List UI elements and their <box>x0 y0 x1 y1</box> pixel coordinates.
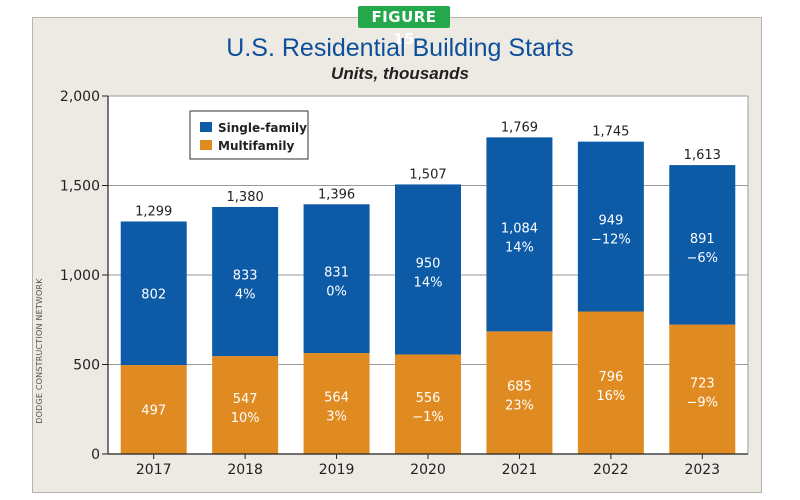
x-tick-label: 2020 <box>410 462 446 478</box>
multifamily-value-label: 547 <box>233 392 258 407</box>
multifamily-change-label: −1% <box>412 410 444 425</box>
data-labels: 1,299 497 802 1,380 547 10% 833 4% 1,396 564 3% 831… <box>135 120 721 426</box>
bar-multifamily <box>486 331 553 454</box>
x-tick-label: 2017 <box>136 462 172 478</box>
single-family-value-label: 1,084 <box>501 221 538 236</box>
single-family-value-label: 949 <box>598 214 623 229</box>
multifamily-change-label: 10% <box>231 411 260 426</box>
single-family-change-label: 14% <box>505 240 534 255</box>
bar-multifamily <box>395 354 461 454</box>
legend-swatch-multifamily <box>200 140 212 150</box>
multifamily-change-label: 3% <box>326 410 347 425</box>
single-family-change-label: −6% <box>687 251 719 266</box>
multifamily-change-label: 16% <box>596 389 625 404</box>
y-tick-label: 500 <box>73 358 100 374</box>
single-family-change-label: −12% <box>591 233 631 248</box>
y-tick-label: 0 <box>91 447 100 463</box>
single-family-value-label: 831 <box>324 266 349 281</box>
bar-single-family <box>577 141 644 312</box>
total-label: 1,613 <box>684 148 721 163</box>
single-family-change-label: 0% <box>326 285 347 300</box>
bar-single-family <box>669 165 736 325</box>
bar-multifamily <box>669 324 736 454</box>
x-tick-label: 2019 <box>319 462 355 478</box>
bar-single-family <box>395 184 461 355</box>
multifamily-value-label: 497 <box>141 404 166 419</box>
total-label: 1,396 <box>318 187 355 202</box>
multifamily-change-label: 23% <box>505 399 534 414</box>
x-tick-label: 2018 <box>227 462 263 478</box>
single-family-value-label: 891 <box>690 232 715 247</box>
multifamily-value-label: 685 <box>507 380 532 395</box>
multifamily-change-label: −9% <box>687 395 719 410</box>
x-tick-label: 2022 <box>593 462 629 478</box>
bar-multifamily <box>303 353 370 454</box>
chart-title: U.S. Residential Building Starts <box>226 34 574 62</box>
single-family-value-label: 833 <box>233 269 258 284</box>
single-family-change-label: 4% <box>235 288 256 303</box>
bar-multifamily <box>577 311 644 454</box>
legend-label-single-family: Single-family <box>218 121 307 135</box>
multifamily-value-label: 556 <box>416 391 441 406</box>
y-axis: 0 500 1,000 1,500 2,000 <box>60 89 109 463</box>
y-tick-label: 2,000 <box>60 89 100 105</box>
multifamily-value-label: 564 <box>324 391 349 406</box>
multifamily-value-label: 796 <box>598 370 623 385</box>
total-label: 1,745 <box>592 125 629 140</box>
y-tick-label: 1,000 <box>60 268 100 284</box>
legend-box <box>189 110 309 160</box>
legend-label-multifamily: Multifamily <box>218 139 294 153</box>
multifamily-value-label: 723 <box>690 376 715 391</box>
figure-label: FIGURE 15 <box>358 6 450 48</box>
total-label: 1,769 <box>501 120 538 135</box>
single-family-value-label: 950 <box>416 256 441 271</box>
single-family-value-label: 802 <box>141 287 166 302</box>
legend-swatch-single-family <box>200 122 212 132</box>
bar-multifamily <box>212 356 279 454</box>
x-tick-label: 2023 <box>684 462 720 478</box>
bar-single-family <box>120 221 187 366</box>
total-label: 1,299 <box>135 204 172 219</box>
bar-single-family <box>486 137 553 332</box>
single-family-change-label: 14% <box>414 275 443 290</box>
total-label: 1,380 <box>227 190 264 205</box>
bars <box>120 137 736 454</box>
chart-subtitle: Units, thousands <box>331 64 469 83</box>
bar-multifamily <box>120 365 187 454</box>
bar-single-family <box>212 206 279 357</box>
y-tick-label: 1,500 <box>60 179 100 195</box>
x-axis: 2017 2018 2019 2020 2021 2022 2023 <box>108 453 748 478</box>
total-label: 1,507 <box>409 167 446 182</box>
bar-single-family <box>303 204 370 354</box>
legend: Single-family Multifamily <box>189 110 309 160</box>
x-tick-label: 2021 <box>502 462 538 478</box>
